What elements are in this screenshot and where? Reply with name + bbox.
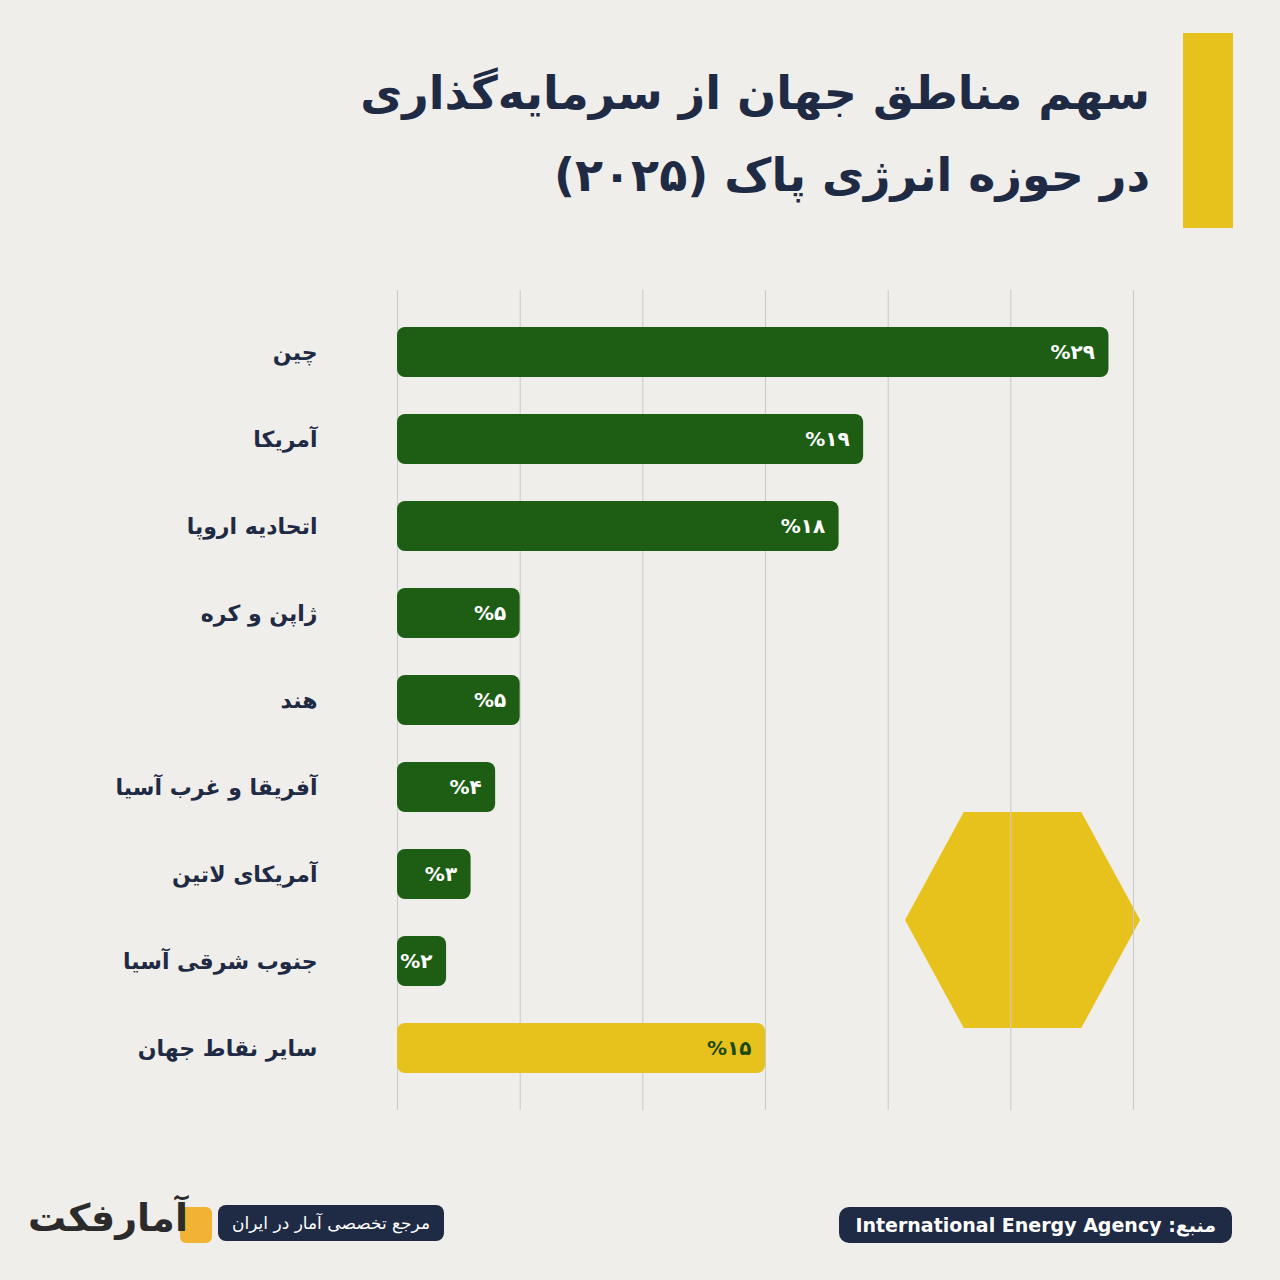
svg-text:آمریکا: آمریکا	[253, 425, 318, 453]
svg-text:%۴: %۴	[449, 775, 481, 799]
html-text:آمارفکت: آمارفکت	[28, 1196, 188, 1240]
svg-text:%۱۸: %۱۸	[781, 514, 825, 538]
html-text:سهم مناطق جهان از سرمایه‌گذاری: سهم مناطق جهان از سرمایه‌گذاری در حوزه ا…	[360, 66, 1150, 202]
svg-text:آمریکای لاتین: آمریکای لاتین	[172, 860, 318, 888]
svg-text:آفریقا و غرب آسیا: آفریقا و غرب آسیا	[116, 773, 318, 801]
svg-text:هند: هند	[281, 688, 318, 713]
html-text:مرجع تخصصی آمار در ایران: مرجع تخصصی آمار در ایران	[232, 1213, 431, 1233]
svg-text:اتحادیه اروپا: اتحادیه اروپا	[187, 514, 318, 540]
svg-text:%۲۹: %۲۹	[1051, 340, 1095, 364]
svg-text:%۵: %۵	[474, 601, 506, 625]
svg-text:%۵: %۵	[474, 688, 506, 712]
svg-text:جنوب شرقی آسیا: جنوب شرقی آسیا	[123, 947, 317, 975]
html-text:منبع: International Energy Age: منبع: International Energy Agency	[855, 1214, 1216, 1236]
svg-text:%۲: %۲	[400, 949, 432, 973]
svg-text:%۱۵: %۱۵	[707, 1036, 751, 1060]
svg-text:ژاپن و کره: ژاپن و کره	[201, 601, 318, 627]
svg-text:%۱۹: %۱۹	[805, 427, 849, 451]
svg-text:%۳: %۳	[425, 862, 457, 886]
svg-text:سایر نقاط جهان: سایر نقاط جهان	[138, 1036, 318, 1062]
svg-text:چین: چین	[273, 340, 318, 366]
